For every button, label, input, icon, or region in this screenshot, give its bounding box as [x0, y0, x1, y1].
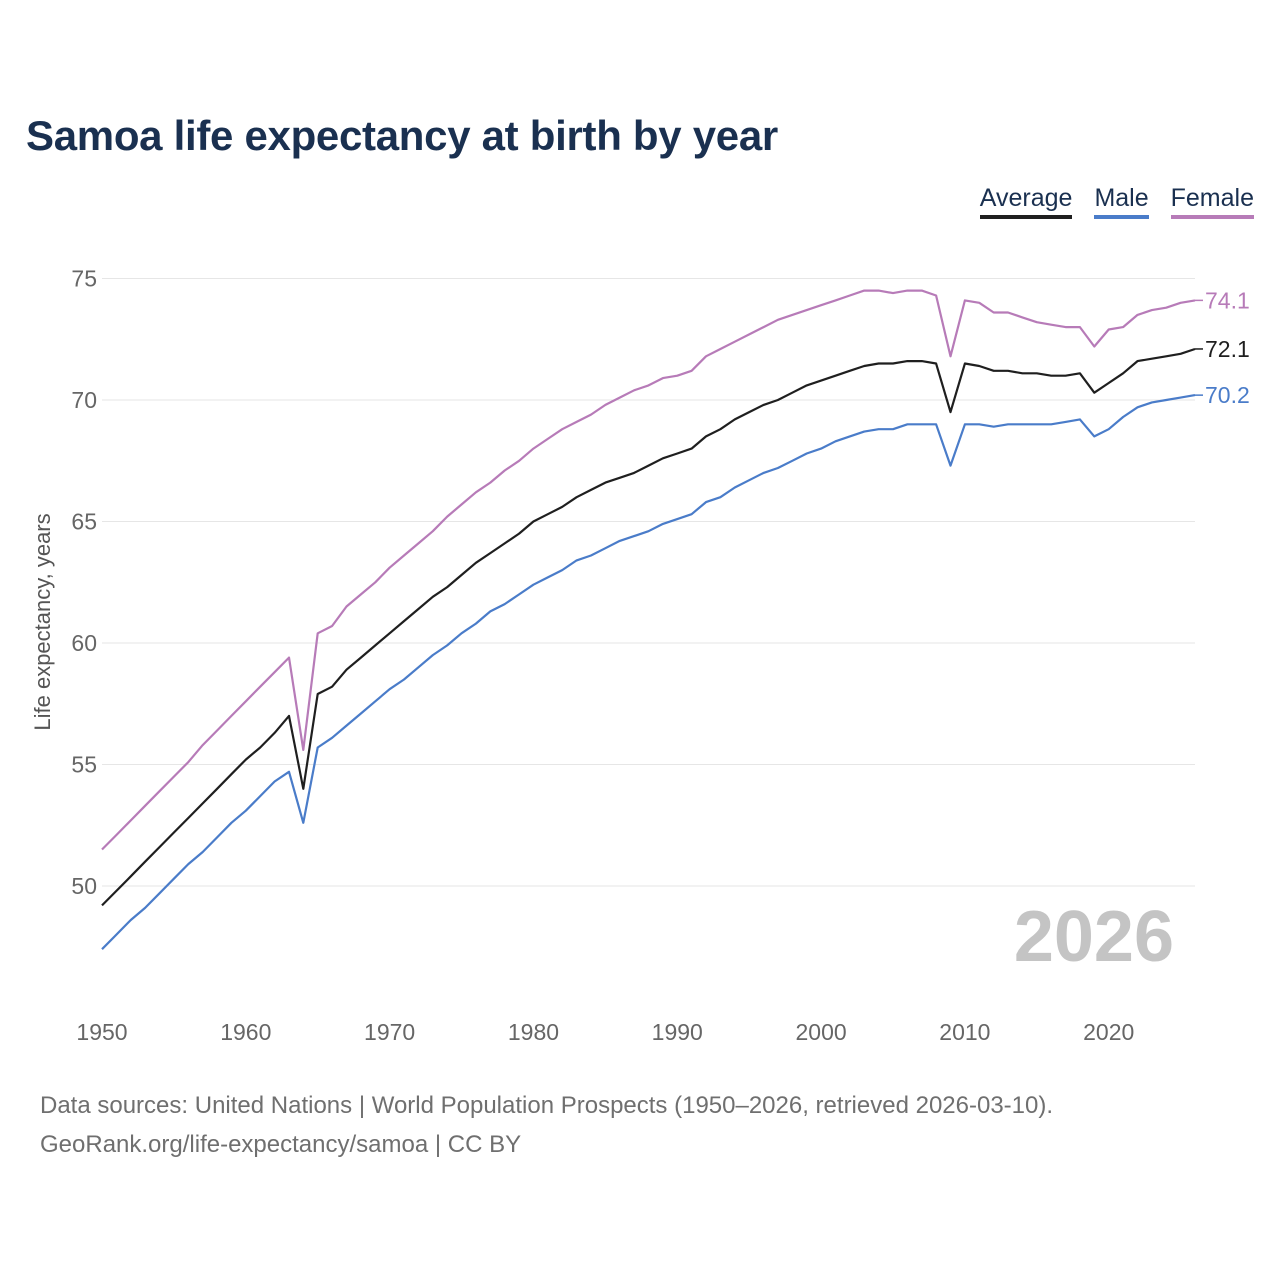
y-tick-label: 65: [71, 509, 97, 535]
y-tick-label: 60: [71, 630, 97, 656]
x-tick-label: 1950: [76, 1019, 127, 1045]
y-axis-ticks: 50 55 60 65 70 75: [71, 266, 97, 900]
end-label-male: 70.2: [1205, 382, 1250, 408]
year-watermark: 2026: [1014, 897, 1174, 977]
series-line-male: [101, 394, 1196, 950]
end-labels: 74.1 72.1 70.2: [1195, 287, 1250, 408]
line-chart: 50 55 60 65 70 75 1950 1960 1970 1980 1990 2000 201…: [30, 266, 1250, 1046]
footer: Data sources: United Nations | World Pop…: [40, 1086, 1053, 1164]
x-tick-label: 1970: [364, 1019, 415, 1045]
y-tick-label: 70: [71, 387, 97, 413]
x-tick-label: 1960: [220, 1019, 271, 1045]
legend-female[interactable]: Female: [1170, 184, 1254, 219]
x-tick-label: 1980: [508, 1019, 559, 1045]
gridlines: [102, 278, 1195, 887]
attribution-text: GeoRank.org/life-expectancy/samoa | CC B…: [40, 1131, 522, 1158]
end-label-female: 74.1: [1205, 287, 1250, 313]
y-tick-label: 50: [71, 873, 97, 899]
legend: Average Male Female: [979, 184, 1254, 219]
chart-title: Samoa life expectancy at birth by year: [26, 112, 778, 159]
series-line-female: [101, 289, 1196, 851]
x-tick-label: 2010: [939, 1019, 990, 1045]
data-source-text: Data sources: United Nations | World Pop…: [40, 1092, 1054, 1119]
y-tick-label: 75: [71, 266, 97, 292]
legend-male[interactable]: Male: [1094, 184, 1149, 219]
series-line-average: [101, 347, 1196, 907]
y-tick-label: 55: [71, 752, 97, 778]
x-tick-label: 2000: [795, 1019, 846, 1045]
end-label-average: 72.1: [1205, 336, 1250, 362]
x-tick-label: 2020: [1083, 1019, 1134, 1045]
y-axis-label: Life expectancy, years: [30, 513, 55, 730]
legend-average[interactable]: Average: [979, 184, 1073, 219]
x-axis-ticks: 1950 1960 1970 1980 1990 2000 2010 2020: [76, 1019, 1134, 1045]
x-tick-label: 1990: [652, 1019, 703, 1045]
series-lines: [101, 289, 1196, 950]
